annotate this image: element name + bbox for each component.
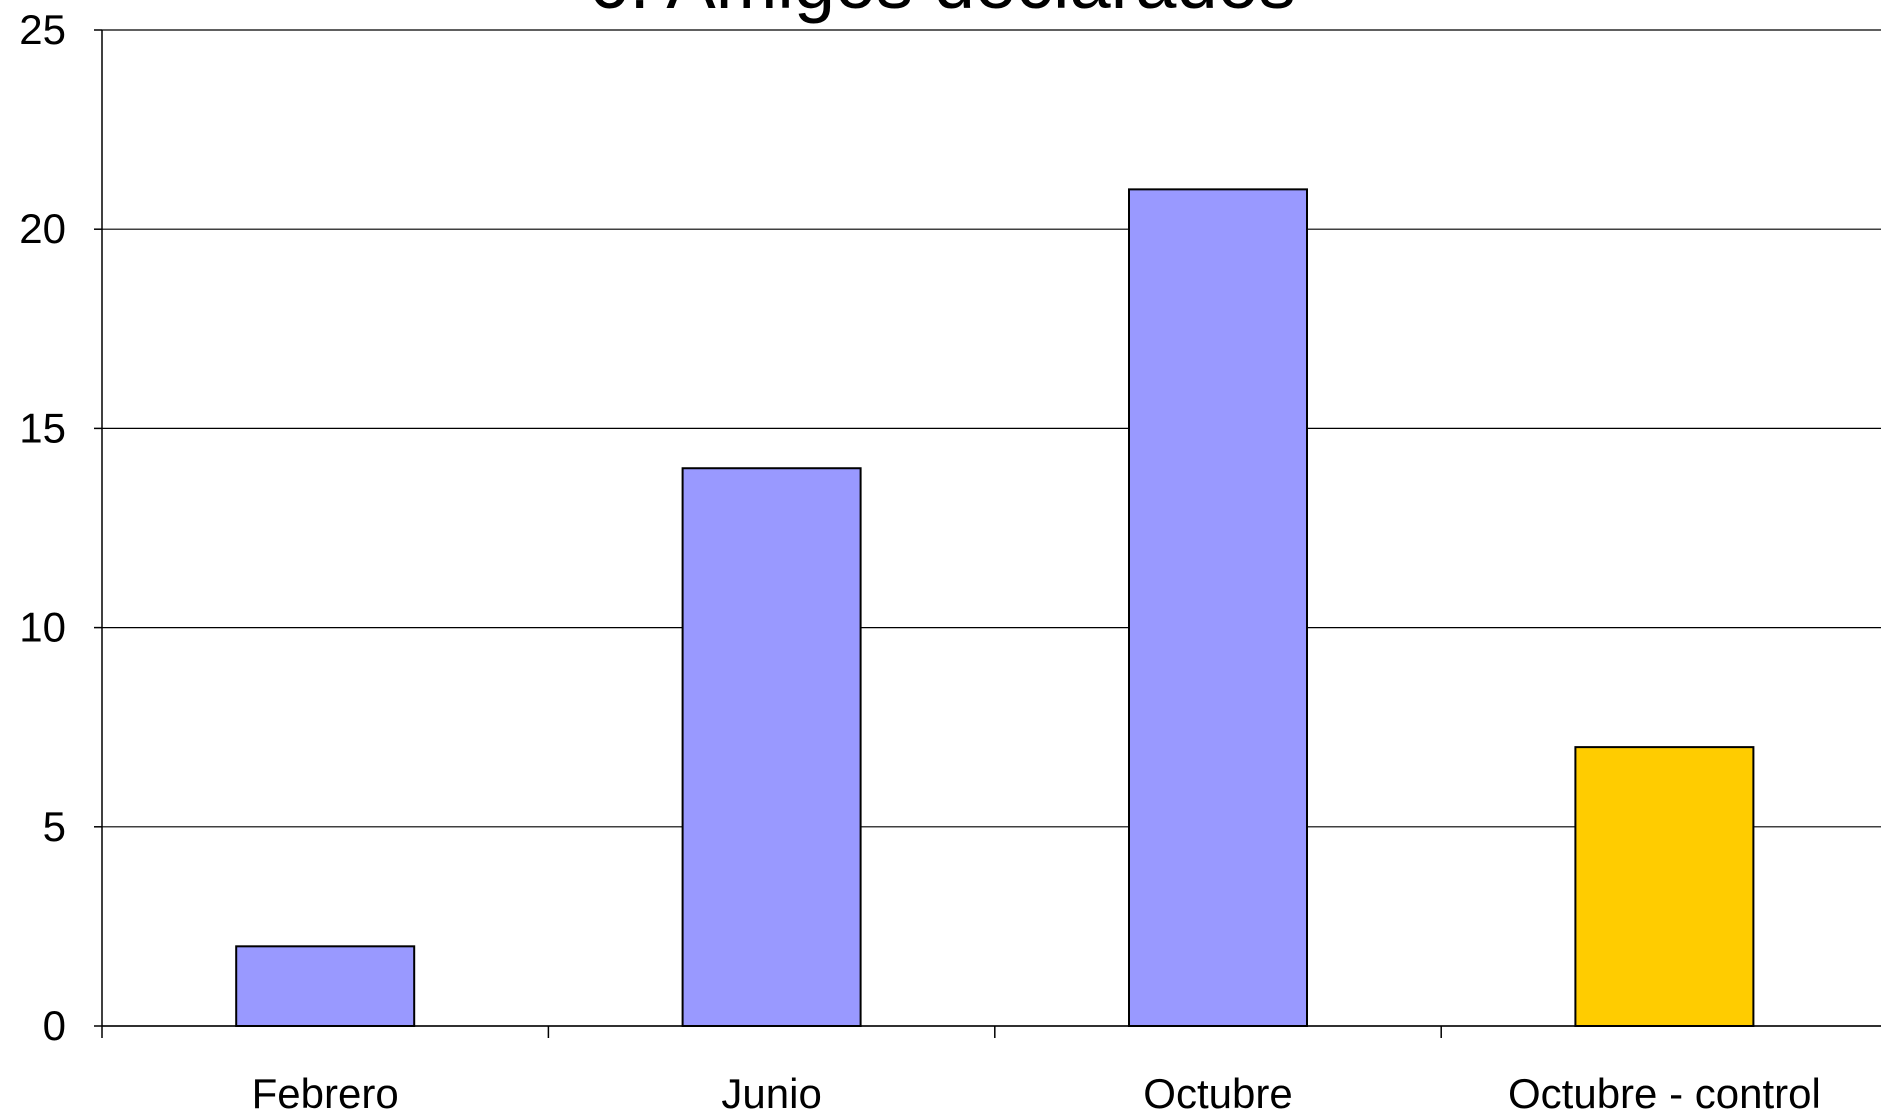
y-tick-label: 0	[43, 1002, 66, 1049]
y-tick-label: 15	[19, 404, 66, 451]
bar	[681, 467, 862, 1027]
y-tick-label: 20	[19, 205, 66, 252]
x-tick-label: Febrero	[252, 1070, 399, 1114]
y-tick-label: 5	[43, 803, 66, 850]
x-tick-label: Junio	[721, 1070, 821, 1114]
x-tick-label: Octubre	[1143, 1070, 1292, 1114]
x-tick-label: Octubre - control	[1508, 1070, 1821, 1114]
y-tick-label: 10	[19, 604, 66, 651]
chart-title: 6. Amigos declarados	[588, 0, 1296, 24]
bar	[1574, 746, 1755, 1027]
y-tick-label: 25	[19, 6, 66, 53]
bar	[1128, 188, 1308, 1028]
bar	[235, 945, 416, 1028]
